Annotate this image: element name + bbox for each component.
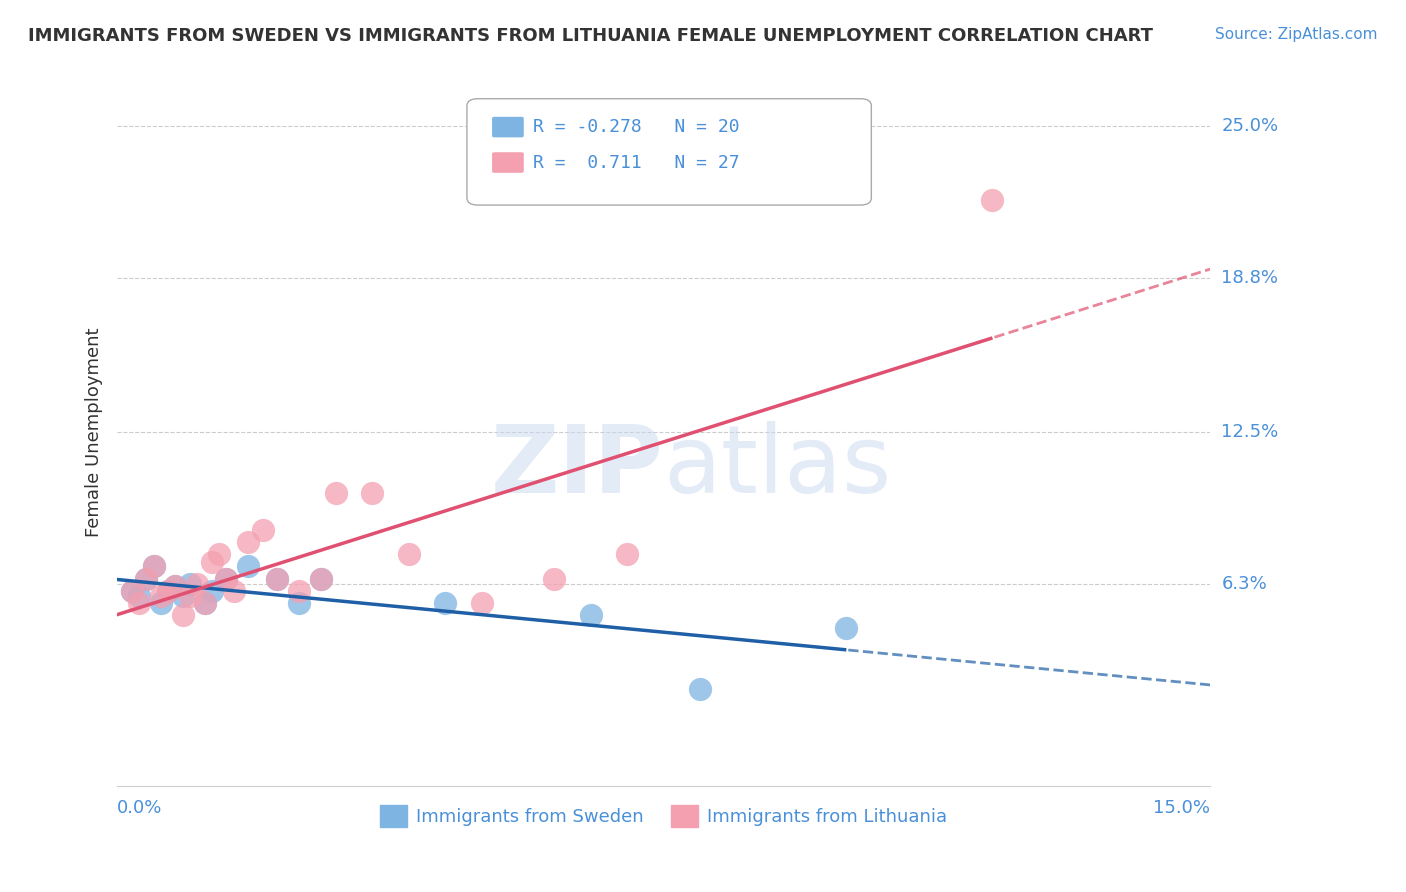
Point bbox=[980, 193, 1002, 207]
Point bbox=[470, 596, 492, 610]
Point bbox=[398, 547, 420, 561]
Point bbox=[142, 559, 165, 574]
Point bbox=[309, 572, 332, 586]
Point bbox=[128, 596, 150, 610]
Point bbox=[288, 583, 311, 598]
Point bbox=[157, 583, 180, 598]
Point bbox=[172, 608, 194, 623]
Text: 25.0%: 25.0% bbox=[1222, 118, 1278, 136]
Text: 6.3%: 6.3% bbox=[1222, 574, 1267, 592]
Point bbox=[215, 572, 238, 586]
Point bbox=[179, 589, 201, 603]
Point bbox=[238, 559, 260, 574]
FancyBboxPatch shape bbox=[467, 99, 872, 205]
Point bbox=[121, 583, 143, 598]
Point bbox=[616, 547, 638, 561]
Point bbox=[215, 572, 238, 586]
Point bbox=[222, 583, 245, 598]
Point bbox=[128, 589, 150, 603]
Text: atlas: atlas bbox=[664, 421, 891, 514]
Point bbox=[252, 523, 274, 537]
FancyBboxPatch shape bbox=[492, 153, 524, 173]
Text: R = -0.278   N = 20: R = -0.278 N = 20 bbox=[533, 118, 740, 136]
Point bbox=[121, 583, 143, 598]
Point bbox=[157, 583, 180, 598]
Point bbox=[543, 572, 565, 586]
Point bbox=[309, 572, 332, 586]
Point bbox=[165, 579, 187, 593]
Point bbox=[835, 621, 858, 635]
Point bbox=[579, 608, 602, 623]
Text: 0.0%: 0.0% bbox=[117, 798, 163, 817]
Point bbox=[201, 555, 224, 569]
Point bbox=[179, 576, 201, 591]
Point bbox=[194, 596, 217, 610]
Point bbox=[689, 681, 711, 696]
Text: 18.8%: 18.8% bbox=[1222, 268, 1278, 287]
Point bbox=[288, 596, 311, 610]
Point bbox=[186, 576, 208, 591]
Point bbox=[361, 486, 384, 500]
Point bbox=[208, 547, 231, 561]
Y-axis label: Female Unemployment: Female Unemployment bbox=[86, 327, 103, 537]
Text: 12.5%: 12.5% bbox=[1222, 423, 1278, 441]
Text: IMMIGRANTS FROM SWEDEN VS IMMIGRANTS FROM LITHUANIA FEMALE UNEMPLOYMENT CORRELAT: IMMIGRANTS FROM SWEDEN VS IMMIGRANTS FRO… bbox=[28, 27, 1153, 45]
FancyBboxPatch shape bbox=[492, 117, 524, 137]
Point bbox=[238, 535, 260, 549]
Point bbox=[172, 589, 194, 603]
Text: Source: ZipAtlas.com: Source: ZipAtlas.com bbox=[1215, 27, 1378, 42]
Point bbox=[165, 579, 187, 593]
Point bbox=[135, 572, 157, 586]
Point bbox=[142, 559, 165, 574]
Text: ZIP: ZIP bbox=[491, 421, 664, 514]
Text: R =  0.711   N = 27: R = 0.711 N = 27 bbox=[533, 153, 740, 171]
Point bbox=[325, 486, 347, 500]
Point bbox=[149, 596, 172, 610]
Point bbox=[194, 596, 217, 610]
Text: 15.0%: 15.0% bbox=[1153, 798, 1211, 817]
Point bbox=[201, 583, 224, 598]
Point bbox=[149, 589, 172, 603]
Point bbox=[135, 572, 157, 586]
Legend: Immigrants from Sweden, Immigrants from Lithuania: Immigrants from Sweden, Immigrants from … bbox=[373, 797, 955, 834]
Point bbox=[434, 596, 457, 610]
Point bbox=[266, 572, 288, 586]
Point bbox=[266, 572, 288, 586]
